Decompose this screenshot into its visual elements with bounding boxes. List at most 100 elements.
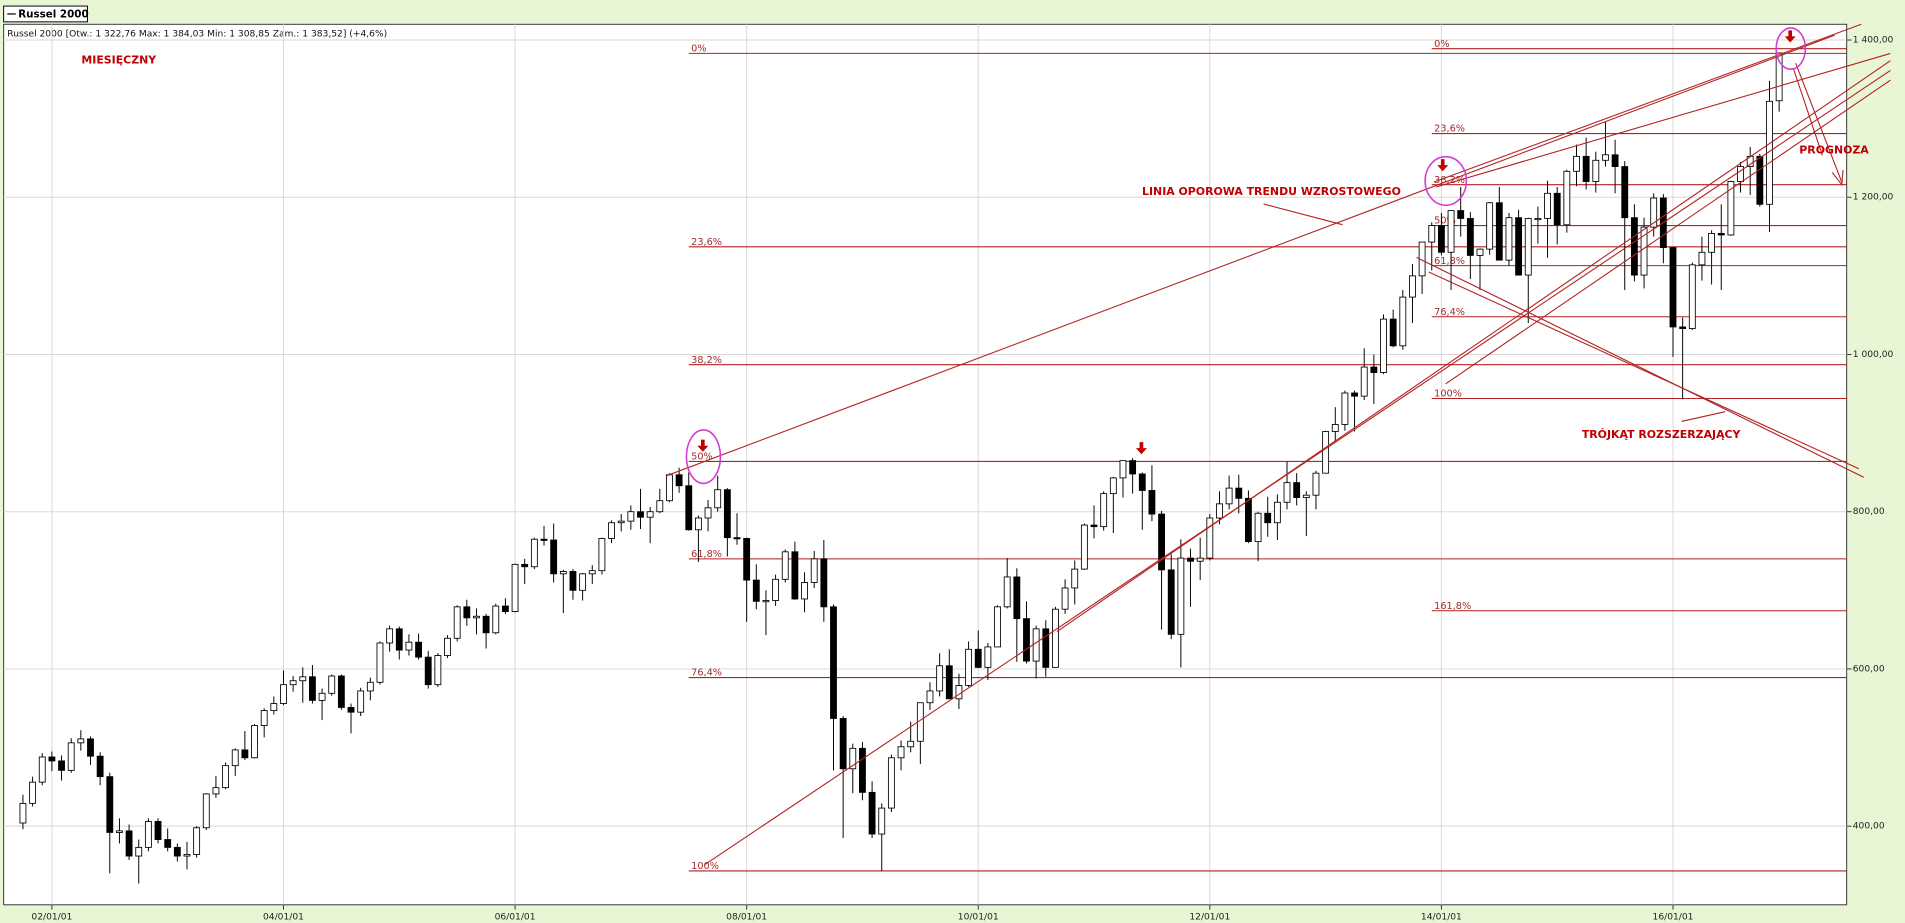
candle-body	[1283, 482, 1291, 503]
candle-body	[955, 685, 963, 700]
x-tick-label: 08/01/01	[726, 912, 767, 922]
candle-body	[1688, 264, 1696, 329]
candle-body	[1052, 608, 1059, 668]
candle-body	[685, 485, 693, 531]
x-tick-label: 04/01/01	[263, 912, 304, 922]
candle-body	[1341, 392, 1349, 425]
candle-body	[1100, 493, 1108, 528]
fib-label: 61,8%	[1434, 256, 1465, 267]
candle-body	[463, 606, 471, 619]
candle-body	[511, 563, 519, 612]
candle-body	[1302, 494, 1310, 498]
candle-body	[96, 755, 104, 778]
candle-body	[1409, 275, 1416, 298]
candle-body	[540, 538, 548, 541]
candle-body	[579, 573, 587, 591]
candle-body	[1399, 296, 1407, 347]
candle-body	[1235, 487, 1243, 499]
down-arrow	[1135, 442, 1147, 455]
annotation: PROGNOZA	[1799, 144, 1869, 157]
candle-body	[376, 642, 384, 683]
fib-label: 38,2%	[691, 355, 722, 366]
candle-body	[569, 571, 577, 591]
candle-body	[801, 582, 808, 600]
candle-body	[839, 718, 847, 770]
candle-body	[29, 781, 37, 804]
candle-body	[1351, 392, 1358, 397]
candle-body	[424, 656, 432, 686]
candle-body	[357, 690, 365, 713]
pointer-line	[1263, 203, 1343, 226]
candle-body	[260, 710, 268, 726]
candle-body	[733, 537, 741, 540]
highlight-ellipse	[1424, 155, 1468, 207]
fib-label: 161,8%	[1434, 601, 1471, 612]
candle-body	[1187, 557, 1194, 562]
candle-body	[482, 615, 490, 634]
trend-line	[1416, 256, 1864, 478]
y-tick-label: 600,00	[1853, 664, 1885, 674]
candle-body	[1167, 569, 1175, 635]
candle-body	[38, 756, 46, 783]
candle-body	[1129, 460, 1137, 475]
fib-label: 0%	[691, 44, 706, 55]
candle-body	[337, 675, 345, 708]
candle-body	[193, 827, 201, 855]
trend-line	[1428, 271, 1860, 470]
candle-body	[106, 776, 114, 833]
candles	[19, 52, 1783, 884]
candle-body	[810, 558, 818, 583]
candle-body	[849, 747, 857, 770]
candle-body	[1621, 166, 1629, 219]
candle-body	[617, 520, 625, 524]
highlights	[685, 27, 1807, 485]
candle-body	[48, 756, 56, 762]
candle-body	[309, 676, 316, 701]
candle-body	[887, 757, 895, 809]
candle-body	[791, 551, 799, 600]
trend-line	[1435, 52, 1891, 188]
y-tick-label: 800,00	[1853, 507, 1885, 517]
candle-body	[559, 571, 567, 575]
candle-body	[1032, 628, 1040, 662]
candle-body	[1717, 232, 1725, 236]
annotation: TRÓJKĄT ROZSZERZAJĄCY	[1582, 428, 1742, 441]
tab-label[interactable]: Russel 2000	[18, 9, 88, 21]
plot-area	[3, 23, 1848, 906]
candle-body	[386, 628, 394, 644]
arrow-head	[1831, 169, 1844, 187]
fib-label: 100%	[1434, 389, 1462, 400]
candle-body	[154, 821, 162, 840]
x-tick-label: 14/01/01	[1421, 912, 1462, 922]
candle-body	[473, 615, 480, 619]
candle-body	[820, 558, 828, 608]
fib-label: 76,4%	[691, 668, 722, 679]
candle-body	[1466, 218, 1474, 256]
candle-body	[1109, 477, 1117, 495]
down-arrow	[697, 439, 709, 452]
candle-body	[588, 570, 596, 575]
candle-body	[521, 563, 529, 568]
candle-body	[830, 606, 837, 719]
fib-label: 23,6%	[691, 237, 722, 248]
candle-body	[1293, 482, 1301, 498]
candle-body	[675, 474, 683, 487]
y-tick-label: 1 000,00	[1853, 350, 1894, 360]
candle-body	[1003, 576, 1011, 608]
candle-body	[1563, 170, 1571, 226]
fib-label: 23,6%	[1434, 124, 1465, 135]
candle-body	[116, 830, 123, 833]
candle-body	[762, 600, 770, 603]
candle-body	[1573, 155, 1580, 172]
candle-body	[878, 807, 886, 835]
candle-body	[395, 628, 403, 651]
candle-body	[1380, 318, 1387, 373]
candle-body	[1245, 497, 1252, 543]
fib-label: 100%	[691, 861, 719, 872]
candle-body	[637, 511, 644, 518]
candle-body	[415, 641, 422, 658]
series-tab[interactable]	[3, 5, 88, 23]
trend-line	[1445, 79, 1891, 385]
candle-body	[87, 738, 94, 757]
